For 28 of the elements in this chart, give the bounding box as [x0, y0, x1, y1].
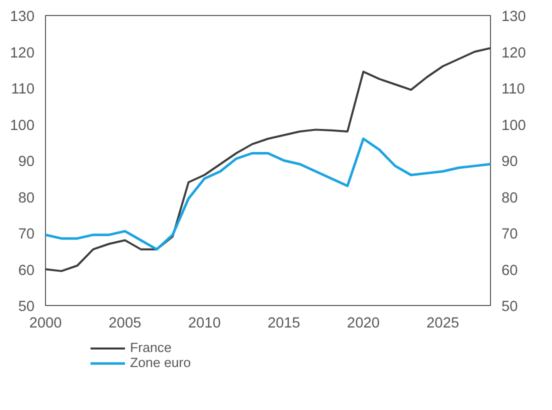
y2-tick-label: 60 — [502, 262, 518, 279]
y2-tick-label: 70 — [502, 226, 518, 242]
y-tick-label: 120 — [10, 45, 35, 62]
x-tick-label: 2000 — [29, 316, 62, 332]
y-tick-label: 110 — [11, 82, 35, 98]
y2-tick-label: 50 — [502, 299, 518, 315]
y-tick-label: 130 — [10, 9, 35, 25]
y-tick-label: 100 — [10, 118, 35, 134]
y2-tick-label: 110 — [502, 82, 525, 98]
y-tick-label: 60 — [18, 262, 35, 279]
legend-label: France — [130, 340, 172, 355]
line-series — [46, 138, 490, 251]
y-tick-label: 50 — [18, 299, 35, 315]
x-tick-label: 2015 — [268, 316, 300, 332]
y2-tick-label: 120 — [502, 45, 526, 62]
line-series — [46, 47, 490, 272]
legend-label: Zone euro — [130, 355, 191, 370]
x-tick-label: 2005 — [108, 316, 142, 332]
y-tick-label: 90 — [18, 154, 35, 170]
y-tick-label: 70 — [18, 226, 35, 242]
x-tick-label: 2025 — [426, 316, 460, 332]
x-tick-label: 2010 — [188, 316, 221, 332]
x-tick-label: 2020 — [347, 316, 380, 332]
y-tick-label: 80 — [18, 190, 35, 206]
y2-tick-label: 130 — [502, 9, 526, 25]
y2-tick-label: 100 — [502, 118, 526, 134]
y2-tick-label: 80 — [502, 190, 518, 206]
y2-tick-label: 90 — [502, 154, 518, 170]
